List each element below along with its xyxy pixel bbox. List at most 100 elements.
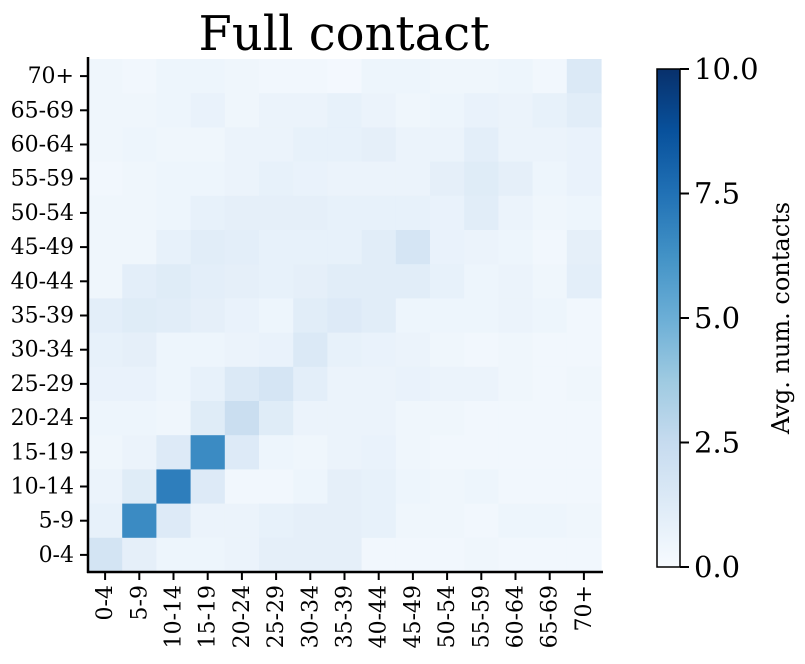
heatmap-cell-0-4-20-24 [224, 537, 260, 573]
heatmap-cell-50-54-70+ [566, 195, 602, 231]
heatmap-cell-40-44-65-69 [532, 264, 568, 299]
heatmap-cell-25-29-15-19 [190, 366, 226, 402]
heatmap-cell-40-44-10-14 [156, 264, 192, 299]
y-tick-label-15-19: 15-19 [11, 440, 74, 465]
heatmap-cell-15-19-40-44 [361, 435, 397, 470]
x-tick-label-0-4: 0-4 [93, 585, 118, 620]
heatmap-cell-50-54-60-64 [498, 195, 534, 231]
heatmap-cell-20-24-65-69 [532, 401, 568, 436]
heatmap-cell-70+-35-39 [327, 59, 363, 94]
heatmap-cell-25-29-20-24 [224, 366, 260, 402]
heatmap-cell-65-69-10-14 [156, 93, 192, 128]
y-tick-label-60-64: 60-64 [11, 133, 74, 158]
heatmap-cell-5-9-50-54 [430, 503, 465, 539]
heatmap-cell-5-9-40-44 [361, 503, 397, 539]
heatmap-cell-25-29-30-34 [293, 366, 328, 402]
heatmap-cell-40-44-25-29 [259, 264, 294, 299]
heatmap-cell-35-39-5-9 [122, 298, 157, 334]
heatmap-cell-10-14-65-69 [532, 469, 568, 505]
heatmap-cell-65-69-70+ [566, 93, 602, 128]
heatmap-cell-60-64-50-54 [430, 127, 465, 163]
heatmap-cell-45-49-30-34 [293, 230, 328, 265]
y-tick-label-0-4: 0-4 [39, 543, 74, 568]
heatmap-cell-30-34-65-69 [532, 332, 568, 368]
heatmap-cell-35-39-20-24 [224, 298, 260, 334]
y-tick-label-20-24: 20-24 [11, 406, 74, 431]
heatmap-cell-40-44-55-59 [464, 264, 499, 299]
heatmap-cell-50-54-50-54 [430, 195, 465, 231]
heatmap-cell-60-64-40-44 [361, 127, 397, 163]
x-tick-label-5-9: 5-9 [127, 585, 152, 620]
heatmap-axes [80, 57, 603, 580]
x-tick-label-40-44: 40-44 [367, 585, 392, 648]
heatmap-cell-65-69-15-19 [190, 93, 226, 128]
y-tick-label-5-9: 5-9 [39, 509, 74, 534]
heatmap-cell-20-24-10-14 [156, 401, 192, 436]
x-tick-label-35-39: 35-39 [333, 585, 358, 648]
heatmap-cell-20-24-5-9 [122, 401, 157, 436]
heatmap-cell-35-39-50-54 [430, 298, 465, 334]
heatmap-cell-25-29-10-14 [156, 366, 192, 402]
heatmap-cell-65-69-55-59 [464, 93, 499, 128]
x-tick-label-70+: 70+ [572, 585, 597, 631]
heatmap-cell-65-69-25-29 [259, 93, 294, 128]
heatmap-cell-20-24-0-4 [88, 401, 123, 436]
heatmap-cell-55-59-5-9 [122, 161, 157, 197]
heatmap-cell-40-44-45-49 [395, 264, 431, 299]
heatmap-cell-0-4-55-59 [464, 537, 499, 573]
heatmap-cell-35-39-55-59 [464, 298, 499, 334]
heatmap-cell-60-64-5-9 [122, 127, 157, 163]
heatmap-cell-0-4-15-19 [190, 537, 226, 573]
x-tick-label-60-64: 60-64 [504, 585, 529, 648]
heatmap-cell-35-39-0-4 [88, 298, 123, 334]
heatmap-cell-60-64-55-59 [464, 127, 499, 163]
heatmap-cell-40-44-15-19 [190, 264, 226, 299]
heatmap-cell-55-59-0-4 [88, 161, 123, 197]
heatmap-cell-55-59-40-44 [361, 161, 397, 197]
heatmap-cell-70+-25-29 [259, 59, 294, 94]
heatmap-cell-0-4-25-29 [259, 537, 294, 573]
heatmap-cell-60-64-65-69 [532, 127, 568, 163]
colorbar-tick-label-0.0: 0.0 [694, 550, 740, 584]
heatmap-cell-30-34-35-39 [327, 332, 363, 368]
heatmap-cell-35-39-70+ [566, 298, 602, 334]
heatmap-cell-15-19-45-49 [395, 435, 431, 470]
heatmap-cell-45-49-60-64 [498, 230, 534, 265]
heatmap-cell-25-29-35-39 [327, 366, 363, 402]
heatmap-cell-45-49-70+ [566, 230, 602, 265]
heatmap-cell-5-9-20-24 [224, 503, 260, 539]
heatmap-cell-70+-5-9 [122, 59, 157, 94]
heatmap-cell-5-9-65-69 [532, 503, 568, 539]
heatmap-cell-5-9-60-64 [498, 503, 534, 539]
heatmap-cell-70+-55-59 [464, 59, 499, 94]
heatmap-cell-25-29-0-4 [88, 366, 123, 402]
y-tick-label-70+: 70+ [28, 64, 74, 89]
colorbar-gradient [656, 68, 681, 568]
heatmap-cell-45-49-0-4 [88, 230, 123, 265]
heatmap-cell-70+-0-4 [88, 59, 123, 94]
heatmap-cell-20-24-15-19 [190, 401, 226, 436]
heatmap-cell-0-4-35-39 [327, 537, 363, 573]
heatmap-cell-60-64-20-24 [224, 127, 260, 163]
heatmap-cell-0-4-5-9 [122, 537, 157, 573]
heatmap-cell-50-54-65-69 [532, 195, 568, 231]
heatmap-cell-40-44-40-44 [361, 264, 397, 299]
heatmap-cell-60-64-70+ [566, 127, 602, 163]
heatmap-cell-20-24-60-64 [498, 401, 534, 436]
heatmap-cell-15-19-5-9 [122, 435, 157, 470]
heatmap-cell-30-34-20-24 [224, 332, 260, 368]
heatmap-cell-15-19-60-64 [498, 435, 534, 470]
heatmap-cell-30-34-10-14 [156, 332, 192, 368]
heatmap-cell-5-9-0-4 [88, 503, 123, 539]
heatmap-cell-35-39-15-19 [190, 298, 226, 334]
x-tick-label-20-24: 20-24 [230, 585, 255, 648]
heatmap-cell-65-69-5-9 [122, 93, 157, 128]
heatmap-cell-60-64-35-39 [327, 127, 363, 163]
heatmap-cell-35-39-60-64 [498, 298, 534, 334]
heatmap-cell-5-9-35-39 [327, 503, 363, 539]
heatmap-cell-70+-30-34 [293, 59, 328, 94]
heatmap-cell-35-39-65-69 [532, 298, 568, 334]
heatmap-cell-10-14-0-4 [88, 469, 123, 505]
heatmap-cell-30-34-45-49 [395, 332, 431, 368]
heatmap-cell-70+-40-44 [361, 59, 397, 94]
